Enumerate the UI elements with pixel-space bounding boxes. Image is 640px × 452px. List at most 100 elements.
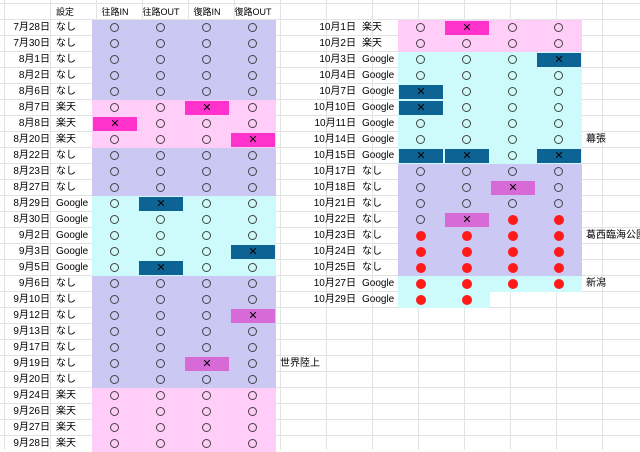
circle-mark-cell[interactable] (398, 36, 444, 52)
date-cell[interactable]: 9月20日 (13, 374, 50, 385)
circle-mark-cell[interactable] (184, 148, 230, 164)
date-cell[interactable]: 9月2日 (18, 230, 50, 241)
setting-cell[interactable]: Google (56, 262, 89, 273)
circle-mark-cell[interactable] (92, 292, 138, 308)
cross-mark-cell[interactable]: ✕ (398, 148, 444, 164)
red-dot-cell[interactable] (490, 244, 536, 260)
circle-mark-cell[interactable] (536, 180, 582, 196)
circle-mark-cell[interactable] (230, 324, 276, 340)
corner-cell[interactable] (0, 4, 54, 20)
circle-mark-cell[interactable] (444, 100, 490, 116)
date-cell[interactable]: 9月12日 (13, 310, 50, 321)
circle-mark-cell[interactable] (92, 356, 138, 372)
circle-mark-cell[interactable] (184, 436, 230, 452)
circle-mark-cell[interactable] (92, 164, 138, 180)
date-cell[interactable]: 8月27日 (13, 182, 50, 193)
circle-mark-cell[interactable] (138, 212, 184, 228)
setting-cell[interactable]: 楽天 (56, 118, 76, 129)
setting-cell[interactable]: Google (56, 246, 89, 257)
circle-mark-cell[interactable] (230, 196, 276, 212)
circle-mark-cell[interactable] (444, 36, 490, 52)
circle-mark-cell[interactable] (184, 20, 230, 36)
circle-mark-cell[interactable] (490, 148, 536, 164)
date-cell[interactable]: 8月8日 (18, 118, 50, 129)
cross-mark-cell[interactable]: ✕ (230, 132, 276, 148)
date-cell[interactable]: 9月6日 (18, 278, 50, 289)
date-cell[interactable]: 9月24日 (13, 390, 50, 401)
cross-mark-cell[interactable]: ✕ (138, 260, 184, 276)
circle-mark-cell[interactable] (92, 404, 138, 420)
setting-cell[interactable]: なし (56, 166, 76, 177)
circle-mark-cell[interactable] (490, 36, 536, 52)
setting-cell[interactable]: なし (56, 38, 76, 49)
date-cell[interactable]: 8月2日 (18, 70, 50, 81)
circle-mark-cell[interactable] (138, 308, 184, 324)
setting-cell[interactable]: なし (362, 166, 382, 177)
circle-mark-cell[interactable] (92, 340, 138, 356)
mark-cell[interactable] (490, 292, 536, 308)
circle-mark-cell[interactable] (536, 164, 582, 180)
circle-mark-cell[interactable] (184, 36, 230, 52)
circle-mark-cell[interactable] (398, 212, 444, 228)
date-cell[interactable]: 10月29日 (313, 294, 356, 305)
circle-mark-cell[interactable] (536, 196, 582, 212)
circle-mark-cell[interactable] (184, 388, 230, 404)
circle-mark-cell[interactable] (490, 52, 536, 68)
circle-mark-cell[interactable] (490, 116, 536, 132)
circle-mark-cell[interactable] (398, 116, 444, 132)
setting-cell[interactable]: Google (56, 230, 89, 241)
red-dot-cell[interactable] (444, 292, 490, 308)
circle-mark-cell[interactable] (138, 36, 184, 52)
circle-mark-cell[interactable] (230, 260, 276, 276)
circle-mark-cell[interactable] (230, 388, 276, 404)
column-header[interactable]: 復路IN (193, 7, 221, 17)
setting-cell[interactable]: なし (56, 150, 76, 161)
date-cell[interactable]: 8月20日 (13, 134, 50, 145)
circle-mark-cell[interactable] (536, 100, 582, 116)
circle-mark-cell[interactable] (230, 20, 276, 36)
setting-cell[interactable]: なし (362, 182, 382, 193)
red-dot-cell[interactable] (536, 228, 582, 244)
circle-mark-cell[interactable] (92, 132, 138, 148)
date-cell[interactable]: 9月10日 (13, 294, 50, 305)
cross-mark-cell[interactable]: ✕ (230, 308, 276, 324)
date-cell[interactable]: 10月3日 (319, 54, 356, 65)
circle-mark-cell[interactable] (230, 84, 276, 100)
red-dot-cell[interactable] (490, 228, 536, 244)
date-cell[interactable]: 10月7日 (319, 86, 356, 97)
date-cell[interactable]: 8月1日 (18, 54, 50, 65)
circle-mark-cell[interactable] (138, 420, 184, 436)
red-dot-cell[interactable] (490, 260, 536, 276)
circle-mark-cell[interactable] (184, 228, 230, 244)
circle-mark-cell[interactable] (92, 228, 138, 244)
circle-mark-cell[interactable] (490, 20, 536, 36)
setting-cell[interactable]: なし (56, 54, 76, 65)
circle-mark-cell[interactable] (230, 148, 276, 164)
date-cell[interactable]: 8月22日 (13, 150, 50, 161)
red-dot-cell[interactable] (398, 260, 444, 276)
date-cell[interactable]: 10月21日 (313, 198, 356, 209)
date-cell[interactable]: 8月30日 (13, 214, 50, 225)
circle-mark-cell[interactable] (490, 132, 536, 148)
date-cell[interactable]: 9月13日 (13, 326, 50, 337)
setting-cell[interactable]: なし (56, 294, 76, 305)
red-dot-cell[interactable] (490, 212, 536, 228)
circle-mark-cell[interactable] (536, 84, 582, 100)
date-cell[interactable]: 10月17日 (313, 166, 356, 177)
circle-mark-cell[interactable] (184, 324, 230, 340)
date-cell[interactable]: 8月29日 (13, 198, 50, 209)
circle-mark-cell[interactable] (138, 20, 184, 36)
date-cell[interactable]: 10月15日 (313, 150, 356, 161)
circle-mark-cell[interactable] (92, 324, 138, 340)
setting-cell[interactable]: Google (362, 102, 395, 113)
circle-mark-cell[interactable] (184, 164, 230, 180)
red-dot-cell[interactable] (444, 260, 490, 276)
circle-mark-cell[interactable] (444, 52, 490, 68)
note-cell[interactable]: 世界陸上 (280, 358, 320, 369)
circle-mark-cell[interactable] (536, 20, 582, 36)
circle-mark-cell[interactable] (230, 212, 276, 228)
circle-mark-cell[interactable] (490, 84, 536, 100)
circle-mark-cell[interactable] (230, 116, 276, 132)
setting-cell[interactable]: なし (362, 246, 382, 257)
column-header[interactable]: 往路OUT (142, 7, 180, 17)
